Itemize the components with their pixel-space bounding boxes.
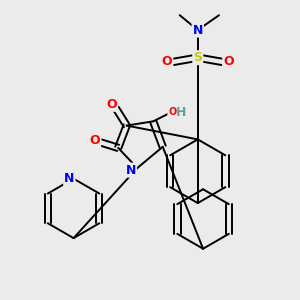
- Text: H: H: [176, 106, 186, 119]
- Text: N: N: [64, 172, 74, 185]
- Text: O: O: [168, 107, 176, 117]
- Text: O: O: [162, 56, 172, 68]
- Text: S: S: [193, 51, 202, 64]
- Text: O: O: [89, 134, 100, 147]
- Text: N: N: [193, 23, 203, 37]
- Text: N: N: [126, 164, 136, 177]
- Text: O: O: [223, 56, 234, 68]
- Text: O: O: [106, 98, 117, 111]
